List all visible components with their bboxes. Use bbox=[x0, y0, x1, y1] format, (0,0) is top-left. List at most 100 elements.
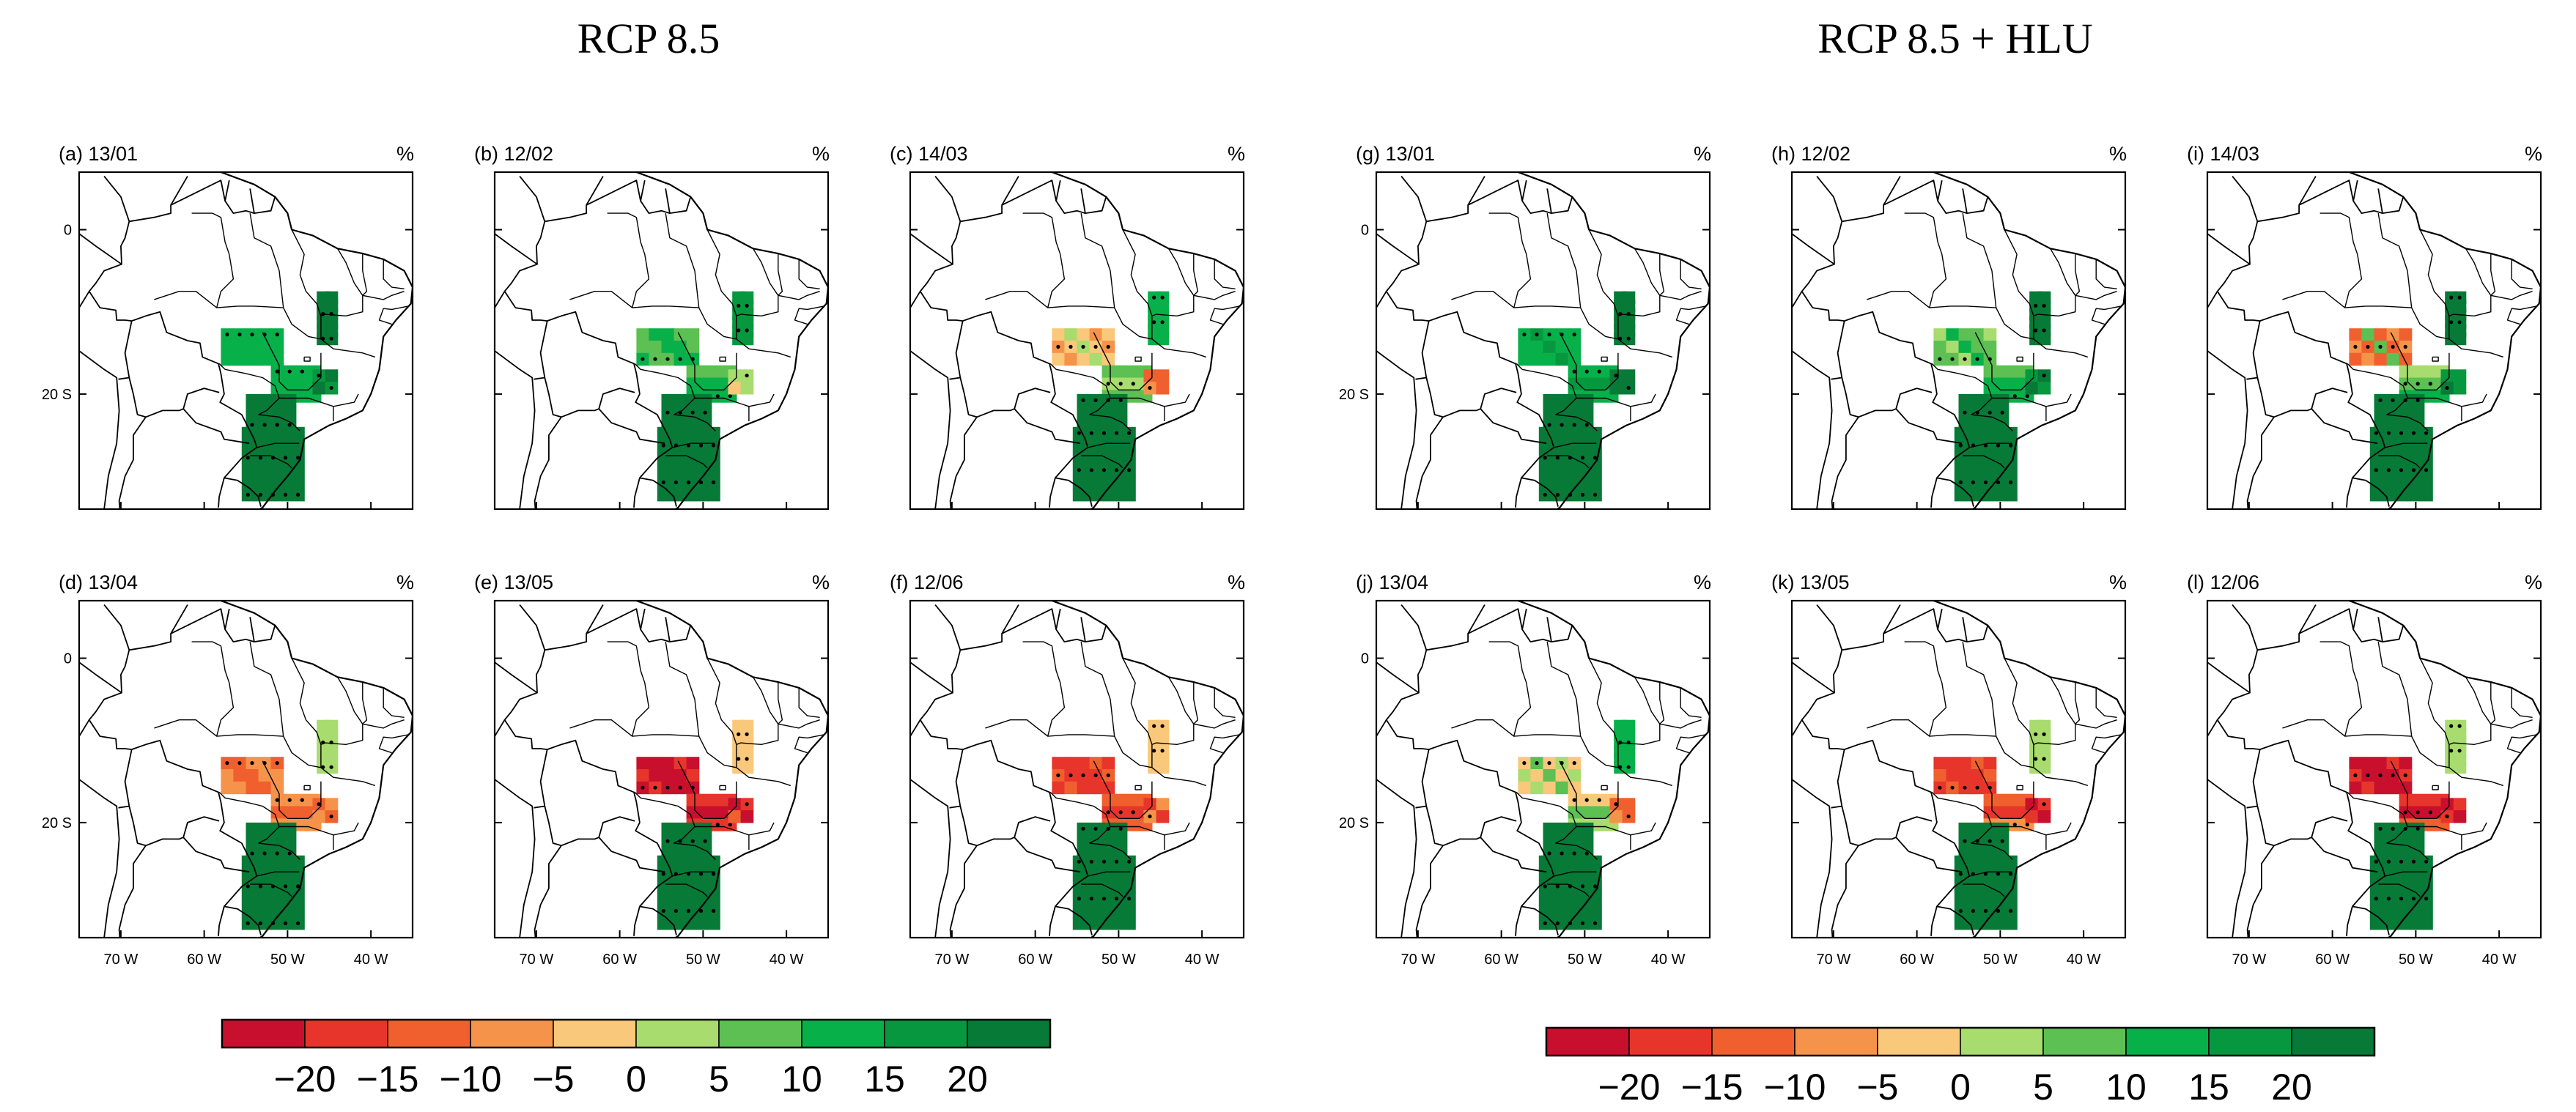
significance-dot bbox=[1584, 798, 1589, 802]
state-border bbox=[736, 338, 791, 358]
state-border bbox=[778, 682, 783, 724]
data-cell bbox=[728, 369, 742, 382]
significance-dot bbox=[1056, 344, 1060, 349]
country-border bbox=[1546, 617, 1552, 642]
data-cell bbox=[1072, 917, 1086, 930]
map-content-j bbox=[1376, 601, 1710, 938]
state-border bbox=[2004, 229, 2034, 339]
data-cell bbox=[661, 341, 675, 354]
colorbar-segment bbox=[387, 1019, 471, 1048]
data-cell bbox=[707, 917, 720, 930]
colorbar-segment bbox=[2208, 1027, 2292, 1056]
state-border bbox=[1680, 687, 1702, 718]
panel-frame bbox=[78, 171, 414, 511]
significance-dot bbox=[329, 814, 333, 819]
colorbar-label: 0 bbox=[626, 1059, 646, 1100]
state-border bbox=[1931, 363, 1993, 415]
significance-dot bbox=[1572, 851, 1576, 856]
state-border bbox=[1971, 414, 2013, 431]
significance-dot bbox=[2403, 773, 2407, 777]
significance-dot bbox=[745, 757, 749, 761]
country-border bbox=[1515, 478, 1522, 508]
data-cell bbox=[283, 822, 297, 836]
significance-dot bbox=[1069, 344, 1073, 349]
significance-dot bbox=[2416, 826, 2420, 831]
panel-unit-j: % bbox=[1694, 571, 1711, 593]
data-cell bbox=[1156, 760, 1170, 774]
significance-dot bbox=[2449, 749, 2454, 753]
data-cell bbox=[1966, 855, 1980, 869]
data-cell bbox=[1064, 352, 1078, 366]
data-cell bbox=[1589, 855, 1602, 869]
significance-dot bbox=[703, 410, 707, 415]
data-cell bbox=[241, 464, 255, 477]
data-cell bbox=[2420, 489, 2433, 502]
data-cell bbox=[695, 489, 708, 502]
state-border bbox=[191, 641, 235, 737]
data-cell bbox=[682, 426, 695, 440]
coastline bbox=[1376, 778, 1417, 938]
significance-dot bbox=[686, 908, 691, 913]
data-cell bbox=[1996, 793, 2009, 807]
significance-dot bbox=[1975, 785, 1979, 790]
data-cell bbox=[1983, 769, 1997, 782]
data-cell bbox=[1123, 489, 1136, 502]
data-cell bbox=[1101, 328, 1115, 341]
data-cell bbox=[2424, 390, 2437, 403]
data-cell bbox=[1933, 328, 1947, 341]
significance-dot bbox=[275, 369, 279, 374]
data-cell bbox=[698, 806, 712, 819]
significance-dot bbox=[2449, 320, 2454, 325]
data-cell bbox=[2453, 798, 2467, 811]
panel-label-g: (g) 13/01 bbox=[1356, 143, 1435, 165]
data-cell bbox=[686, 365, 700, 379]
significance-dot bbox=[1106, 810, 1110, 815]
significance-dot bbox=[2042, 732, 2046, 736]
data-cell bbox=[1551, 905, 1565, 918]
data-cell bbox=[707, 426, 720, 440]
data-cell bbox=[241, 855, 255, 869]
data-cell bbox=[682, 451, 695, 464]
country-border bbox=[2346, 906, 2353, 936]
data-cell bbox=[292, 464, 305, 477]
data-cell bbox=[292, 426, 305, 440]
data-cell bbox=[1983, 793, 1997, 807]
data-cell bbox=[695, 426, 708, 440]
state-border bbox=[1193, 682, 1199, 724]
panel-unit-l: % bbox=[2525, 571, 2542, 593]
panel-label-h: (h) 12/02 bbox=[1771, 143, 1850, 165]
panel-label-e: (e) 13/05 bbox=[474, 571, 553, 593]
data-cell bbox=[711, 806, 725, 819]
data-cell bbox=[740, 810, 754, 823]
data-cell bbox=[649, 769, 663, 782]
country-border bbox=[949, 845, 978, 938]
data-cell bbox=[246, 406, 259, 420]
state-border bbox=[1962, 641, 2034, 768]
data-cell bbox=[279, 426, 292, 440]
data-cell bbox=[1593, 377, 1606, 390]
data-cell bbox=[1954, 426, 1968, 440]
data-cell bbox=[636, 769, 650, 782]
state-border bbox=[2511, 259, 2533, 289]
data-cell bbox=[1126, 365, 1140, 379]
country-border bbox=[1895, 837, 1963, 873]
data-cell bbox=[1589, 476, 1602, 489]
data-cell bbox=[1979, 464, 1993, 477]
significance-dot bbox=[1572, 333, 1576, 337]
country-border bbox=[959, 377, 1051, 418]
x-tick-label: 50 W bbox=[1568, 952, 1602, 968]
significance-dot bbox=[1626, 765, 1631, 769]
significance-dot bbox=[283, 456, 288, 460]
significance-dot bbox=[2009, 443, 2013, 448]
significance-dot bbox=[1555, 884, 1560, 889]
data-cell bbox=[2349, 757, 2363, 770]
data-cell bbox=[254, 892, 267, 905]
state-border bbox=[1974, 760, 2034, 820]
significance-dot bbox=[673, 480, 679, 485]
significance-dot bbox=[1560, 423, 1564, 427]
panel-unit-i: % bbox=[2525, 143, 2542, 165]
significance-dot bbox=[1535, 761, 1539, 766]
country-border bbox=[170, 604, 188, 634]
data-cell bbox=[1589, 892, 1602, 905]
data-cell bbox=[1568, 377, 1582, 390]
